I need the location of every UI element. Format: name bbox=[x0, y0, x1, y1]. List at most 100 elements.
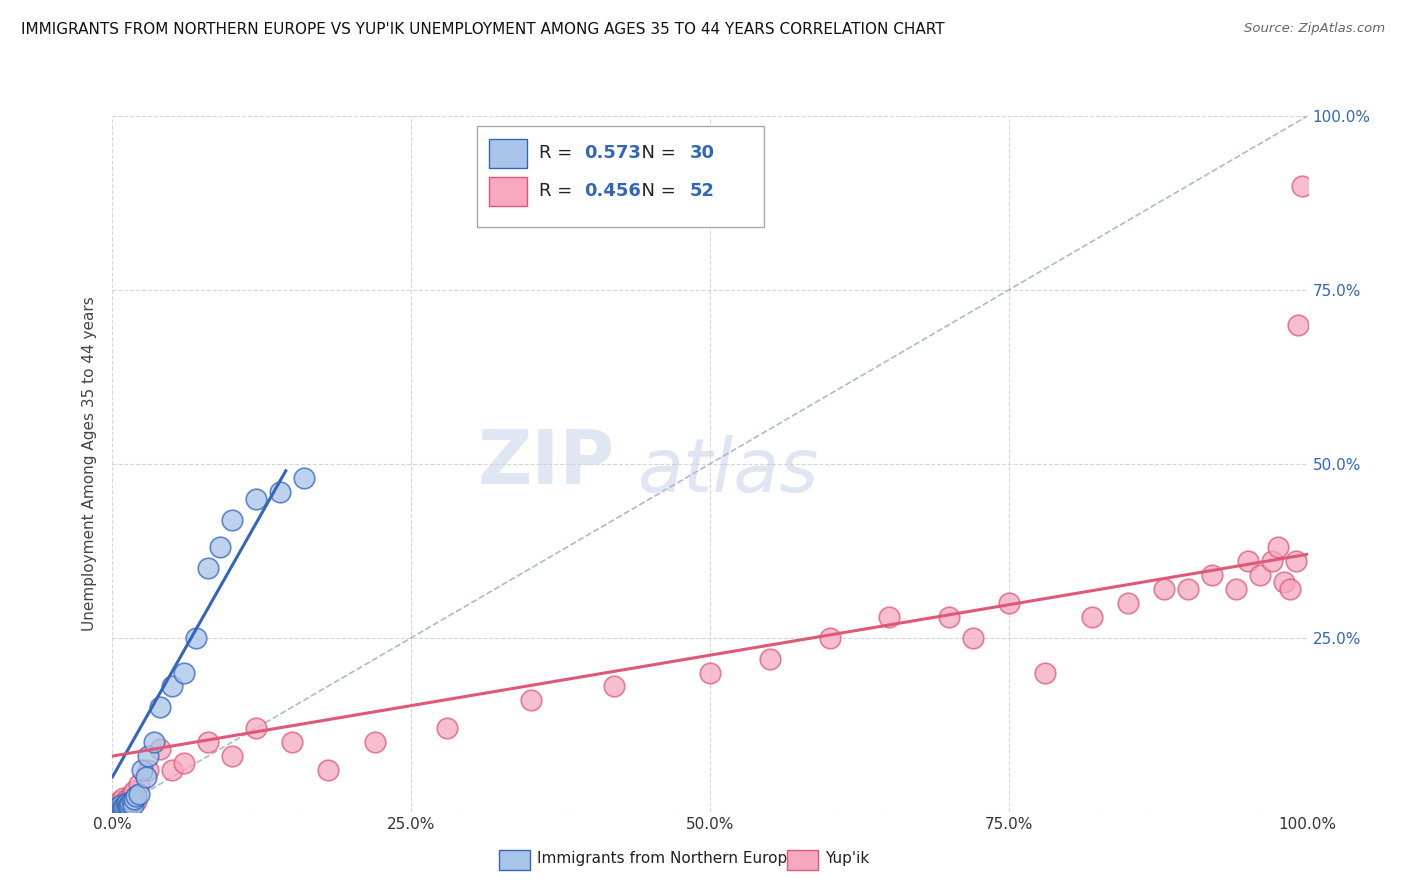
Text: R =: R = bbox=[538, 144, 578, 161]
Point bbox=[122, 784, 145, 798]
Point bbox=[118, 797, 141, 811]
Point bbox=[128, 788, 150, 801]
Point bbox=[162, 680, 183, 694]
Point bbox=[135, 770, 157, 784]
Point bbox=[121, 794, 143, 808]
Point bbox=[115, 797, 138, 811]
Point bbox=[173, 756, 195, 770]
Point bbox=[1285, 554, 1308, 568]
Point bbox=[818, 631, 841, 645]
Point bbox=[1278, 582, 1301, 596]
Point bbox=[281, 735, 304, 749]
Point bbox=[436, 721, 458, 735]
Point bbox=[1260, 554, 1282, 568]
Point bbox=[121, 794, 143, 808]
Point bbox=[1177, 582, 1199, 596]
Point bbox=[143, 735, 166, 749]
Point bbox=[115, 792, 138, 806]
Point bbox=[245, 491, 267, 506]
Text: N =: N = bbox=[630, 182, 682, 200]
Point bbox=[269, 484, 291, 499]
Point bbox=[197, 735, 219, 749]
Point bbox=[149, 700, 172, 714]
Point bbox=[114, 799, 135, 814]
Point bbox=[138, 749, 160, 764]
Point bbox=[603, 680, 626, 694]
Point bbox=[1249, 568, 1271, 582]
Point bbox=[1286, 318, 1309, 332]
Point bbox=[292, 471, 315, 485]
Y-axis label: Unemployment Among Ages 35 to 44 years: Unemployment Among Ages 35 to 44 years bbox=[82, 296, 97, 632]
Point bbox=[1237, 554, 1260, 568]
Text: 0.456: 0.456 bbox=[585, 182, 641, 200]
Point bbox=[1116, 596, 1139, 610]
Point bbox=[221, 512, 243, 526]
Point bbox=[125, 794, 148, 808]
Point bbox=[520, 693, 543, 707]
Point bbox=[186, 631, 208, 645]
Text: R =: R = bbox=[538, 182, 578, 200]
Point bbox=[128, 777, 150, 791]
Point bbox=[1272, 575, 1295, 590]
Point bbox=[105, 801, 128, 815]
Point bbox=[120, 797, 142, 811]
Text: atlas: atlas bbox=[638, 434, 820, 507]
Point bbox=[699, 665, 721, 680]
Point bbox=[118, 797, 141, 812]
Point bbox=[938, 610, 960, 624]
Text: 52: 52 bbox=[690, 182, 714, 200]
Text: IMMIGRANTS FROM NORTHERN EUROPE VS YUP'IK UNEMPLOYMENT AMONG AGES 35 TO 44 YEARS: IMMIGRANTS FROM NORTHERN EUROPE VS YUP'I… bbox=[21, 22, 945, 37]
Point bbox=[173, 665, 195, 680]
Text: Yup'ik: Yup'ik bbox=[825, 851, 869, 865]
Point bbox=[1081, 610, 1104, 624]
Point bbox=[221, 749, 243, 764]
Point bbox=[998, 596, 1021, 610]
Text: Source: ZipAtlas.com: Source: ZipAtlas.com bbox=[1244, 22, 1385, 36]
Point bbox=[121, 788, 143, 801]
Point bbox=[121, 797, 143, 812]
Point bbox=[114, 797, 136, 812]
Point bbox=[1201, 568, 1223, 582]
Point bbox=[149, 742, 172, 756]
Point bbox=[1033, 665, 1056, 680]
Point bbox=[364, 735, 387, 749]
Point bbox=[1291, 178, 1313, 193]
Text: ZIP: ZIP bbox=[477, 427, 614, 500]
Point bbox=[1267, 541, 1289, 555]
Point bbox=[208, 541, 231, 555]
Point bbox=[125, 789, 148, 804]
Point bbox=[1225, 582, 1247, 596]
Point bbox=[962, 631, 984, 645]
Point bbox=[138, 763, 160, 777]
Point bbox=[162, 763, 183, 777]
Point bbox=[111, 801, 134, 815]
FancyBboxPatch shape bbox=[477, 127, 763, 227]
FancyBboxPatch shape bbox=[489, 139, 527, 169]
Point bbox=[197, 561, 219, 575]
Point bbox=[122, 792, 145, 806]
Text: 0.573: 0.573 bbox=[585, 144, 641, 161]
Point bbox=[112, 800, 135, 814]
Point bbox=[245, 721, 267, 735]
Point bbox=[108, 794, 131, 808]
Text: N =: N = bbox=[630, 144, 682, 161]
Point bbox=[108, 799, 131, 814]
Text: 30: 30 bbox=[690, 144, 714, 161]
Point bbox=[105, 797, 128, 812]
Point bbox=[877, 610, 900, 624]
Point bbox=[110, 797, 132, 812]
FancyBboxPatch shape bbox=[489, 178, 527, 206]
Point bbox=[114, 797, 135, 812]
Point bbox=[111, 797, 134, 811]
Point bbox=[759, 651, 782, 665]
Point bbox=[110, 799, 132, 814]
Point bbox=[131, 763, 153, 777]
Point bbox=[117, 799, 139, 814]
Text: Immigrants from Northern Europe: Immigrants from Northern Europe bbox=[537, 851, 797, 865]
Point bbox=[120, 790, 142, 805]
Point bbox=[112, 790, 135, 805]
Point bbox=[117, 799, 139, 814]
Point bbox=[114, 794, 136, 808]
Point bbox=[316, 763, 339, 777]
Point bbox=[1153, 582, 1175, 596]
